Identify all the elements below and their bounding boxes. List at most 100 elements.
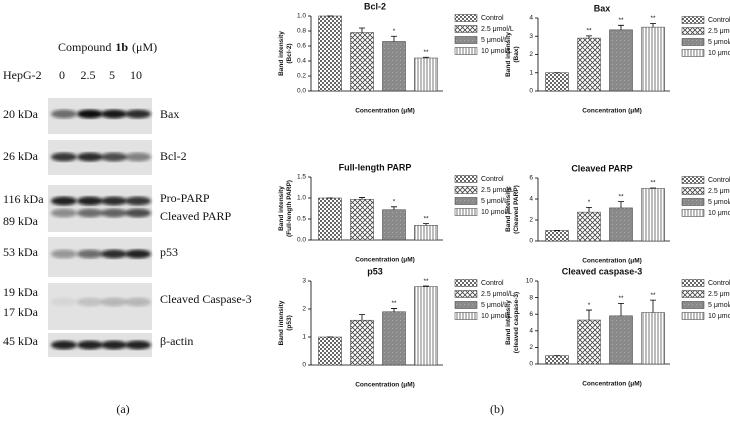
y-axis-label-line: Band intensity [505,187,512,232]
y-axis-label-line: (Bcl-2) [286,43,293,63]
bar [609,315,633,365]
x-axis-label: Concentration (μM) [582,108,642,115]
significance-label: * [393,28,396,35]
y-axis-label-line: (cleaved caspase-3) [513,292,520,353]
legend-swatch [681,301,705,309]
legend-label: 10 μmol/L [708,313,730,320]
y-axis-label-line: Band intensity [505,300,512,345]
legend-swatch [681,187,705,195]
y-axis-label: Band intensity(Cleaved PARP) [505,185,520,234]
error-bar [423,285,429,287]
blot-band [51,208,77,218]
bar [318,197,342,241]
kda-label: 53 kDa [3,245,39,259]
y-tick-label: 0.6 [297,43,306,50]
significance-label: ** [586,28,592,35]
blot-band [125,109,151,119]
significance-label: ** [618,193,624,200]
error-bar [423,56,429,58]
y-axis-label-line: (p53) [286,315,293,331]
blot-band [77,152,103,162]
bar [350,32,374,92]
lane-label: 5 [109,68,115,82]
legend-label: Control [708,17,730,24]
blot-band [51,196,77,206]
legend-label: Control [481,176,504,183]
error-bar [423,223,429,226]
y-tick-label: 3 [302,278,306,285]
blot-title: Compound 1b (μM) [58,40,157,54]
y-tick-label: 2 [302,306,306,313]
blot-band [101,340,127,350]
lane-label: 0 [59,68,65,82]
kda-label: 17 kDa [3,305,39,319]
protein-label: β-actin [160,334,193,348]
legend-label: 2.5 μmol/L [708,291,730,298]
y-tick-label: 1 [302,334,306,341]
kda-label: 26 kDa [3,149,39,163]
significance-label: ** [650,180,656,187]
legend-swatch [681,279,705,287]
significance-label: ** [423,215,429,222]
error-bar [391,35,397,42]
legend-swatch [681,312,705,320]
y-tick-label: 2 [529,51,533,58]
y-tick-label: 3 [529,33,533,40]
significance-label: ** [618,295,624,302]
blot-band [77,340,103,350]
panel-label: (b) [490,402,504,416]
error-bar [359,314,365,321]
y-tick-label: 8 [529,294,533,301]
y-tick-label: 1.0 [297,13,306,20]
legend-swatch [681,16,705,24]
blot-band [101,152,127,162]
panel-label: (a) [116,402,129,416]
error-bar [586,207,592,213]
bar [318,336,342,366]
error-bar [618,201,624,208]
chart-title: Bcl-2 [364,1,386,11]
lane-label: 10 [130,68,142,82]
blot-band [101,208,127,218]
error-bar [391,206,397,210]
y-tick-label: 2 [529,217,533,224]
y-tick-label: 4 [529,15,533,22]
bar [609,207,633,242]
blot-band [125,208,151,218]
y-tick-label: 6 [529,175,533,182]
protein-label: Pro-PARP [160,191,210,205]
legend-swatch [681,198,705,206]
legend-label: 5 μmol/L [708,199,730,206]
bar [545,355,569,365]
blot-band [77,297,103,307]
protein-label: Bcl-2 [160,149,187,163]
kda-label: 19 kDa [3,285,39,299]
y-tick-label: 1 [529,69,533,76]
x-axis-label: Concentration (μM) [582,381,642,388]
blot-strip [48,185,152,232]
blot-band [77,208,103,218]
bar [641,312,665,365]
legend-swatch [454,279,478,287]
legend-swatch [681,209,705,217]
error-bar [618,303,624,316]
legend-swatch [454,14,478,22]
blot-band [77,109,103,119]
significance-label: ** [391,300,397,307]
legend-swatch [454,175,478,183]
y-axis-label: Band intensity(Full-length PARP) [278,180,293,237]
blot-band [125,297,151,307]
bar [414,286,438,366]
y-axis-label: Band intensity(Bcl-2) [278,31,293,76]
legend-swatch [454,208,478,216]
blot-band [101,297,127,307]
x-axis-label: Concentration (μM) [582,258,642,265]
legend-swatch [681,290,705,298]
legend-label: Control [481,15,504,22]
significance-label: * [393,199,396,206]
significance-label: ** [423,278,429,285]
error-bar [359,197,365,200]
legend-label: 10 μmol/L [481,209,512,216]
blot-band [125,249,151,259]
